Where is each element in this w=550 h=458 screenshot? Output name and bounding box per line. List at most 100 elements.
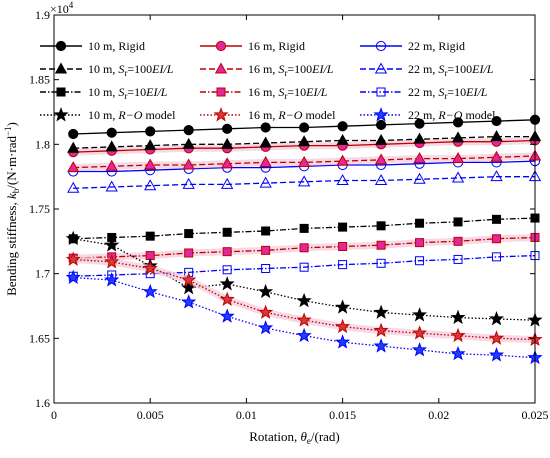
legend-text-part: 22 m, — [408, 108, 438, 122]
data-point — [299, 122, 310, 133]
data-point — [104, 272, 120, 287]
series-12 — [65, 269, 543, 365]
data-point — [336, 133, 349, 145]
data-point — [374, 133, 388, 145]
data-point — [219, 276, 235, 291]
data-point — [181, 294, 197, 309]
series-7 — [68, 213, 540, 244]
x-axis-title: Rotation, θe/(rad) — [249, 429, 340, 446]
series-line — [73, 254, 536, 277]
axis-title-part: /(rad) — [311, 429, 340, 444]
data-point — [453, 236, 463, 246]
data-point — [335, 334, 351, 349]
legend-entry: 16 m, Sr=100EI/L — [200, 62, 334, 78]
data-point — [450, 309, 466, 325]
legend-entry: 22 m, R−O model — [360, 107, 496, 122]
data-point — [413, 152, 426, 164]
legend-marker — [56, 87, 66, 97]
data-point — [488, 330, 505, 345]
data-point — [491, 115, 502, 127]
x-tick-label: 0.015 — [329, 408, 356, 422]
data-point — [376, 221, 386, 231]
legend-text-part: 22 m, — [408, 85, 438, 99]
axis-title-part: Rotation, — [249, 429, 300, 444]
data-point — [299, 262, 309, 272]
data-point — [452, 117, 464, 128]
data-point — [338, 222, 348, 232]
data-point — [335, 299, 351, 314]
x-tick-label: 0.01 — [236, 408, 257, 422]
data-point — [183, 125, 194, 136]
data-point — [105, 159, 118, 171]
data-point — [299, 243, 309, 253]
data-point — [105, 140, 118, 152]
data-point — [261, 263, 271, 273]
data-point — [222, 265, 232, 275]
legend-entry: 16 m, Rigid — [200, 39, 305, 53]
data-point — [296, 327, 312, 343]
data-point — [67, 141, 80, 153]
legend-text-part: =100 — [447, 62, 472, 76]
legend-text-part: 10 m, — [88, 85, 118, 99]
data-point — [221, 137, 234, 149]
data-point — [375, 119, 387, 131]
y-tick-label: 1.6 — [35, 396, 50, 410]
legend-entry: 10 m, Rigid — [40, 39, 145, 53]
legend-text-part: 16 m, — [248, 85, 278, 99]
series-8 — [68, 232, 540, 263]
data-point — [258, 283, 274, 299]
legend-text-part: =10 — [287, 85, 306, 99]
axis-title-part: θ — [301, 429, 308, 444]
data-point — [490, 150, 503, 162]
legend-text-part: model — [302, 108, 336, 122]
data-point — [338, 260, 348, 270]
legend-entry: 10 m, R−O model — [40, 107, 176, 122]
legend-text-part: S — [118, 62, 124, 76]
data-point — [219, 291, 235, 306]
x-tick-label: 0 — [51, 408, 57, 422]
legend-text-part: 10 m, Rigid — [88, 39, 145, 53]
legend-label: 10 m, Sr=100EI/L — [88, 62, 174, 78]
data-point — [453, 217, 463, 227]
data-point — [142, 260, 158, 275]
data-point — [181, 272, 197, 287]
y-tick-label: 1.9 — [35, 8, 50, 22]
legend: 10 m, Rigid 16 m, Rigid 22 m, Rigid 10 m, S… — [40, 39, 496, 122]
legend-marker — [216, 87, 226, 97]
legend-text-part: S — [278, 85, 284, 99]
y-tick-label: 1.8 — [35, 137, 50, 151]
data-point — [297, 155, 311, 167]
legend-label: 16 m, Rigid — [248, 39, 305, 53]
data-point — [106, 127, 117, 138]
data-point — [258, 304, 274, 319]
legend-label: 22 m, Sr=100EI/L — [408, 62, 494, 78]
legend-text-part: r — [444, 68, 447, 78]
axis-title-part: b — [11, 188, 21, 193]
axis-title-part: k — [4, 193, 19, 199]
data-point — [222, 123, 233, 134]
data-point — [182, 137, 195, 149]
x-tick-label: 0.02 — [428, 408, 449, 422]
data-point — [261, 245, 271, 255]
legend-label: 16 m, R−O model — [248, 108, 336, 122]
legend-text-part: S — [118, 85, 124, 99]
y-tick-label: 1.65 — [29, 331, 50, 345]
exponent-power: 4 — [69, 0, 74, 10]
y-axis-exponent: ×104 — [50, 0, 74, 16]
data-point — [412, 325, 428, 340]
data-point — [376, 258, 386, 268]
legend-label: 22 m, R−O model — [408, 108, 496, 122]
data-point — [65, 230, 81, 246]
data-point — [337, 121, 348, 132]
legend-text-part: =100 — [287, 62, 312, 76]
data-point — [222, 227, 232, 237]
legend-label: 10 m, Rigid — [88, 39, 145, 53]
data-point — [259, 136, 272, 148]
data-point — [65, 251, 81, 266]
x-tick-label: 0.025 — [522, 408, 549, 422]
data-point — [451, 171, 465, 183]
y-tick-label: 1.7 — [35, 267, 50, 281]
data-point — [104, 237, 120, 252]
data-point — [374, 153, 388, 165]
